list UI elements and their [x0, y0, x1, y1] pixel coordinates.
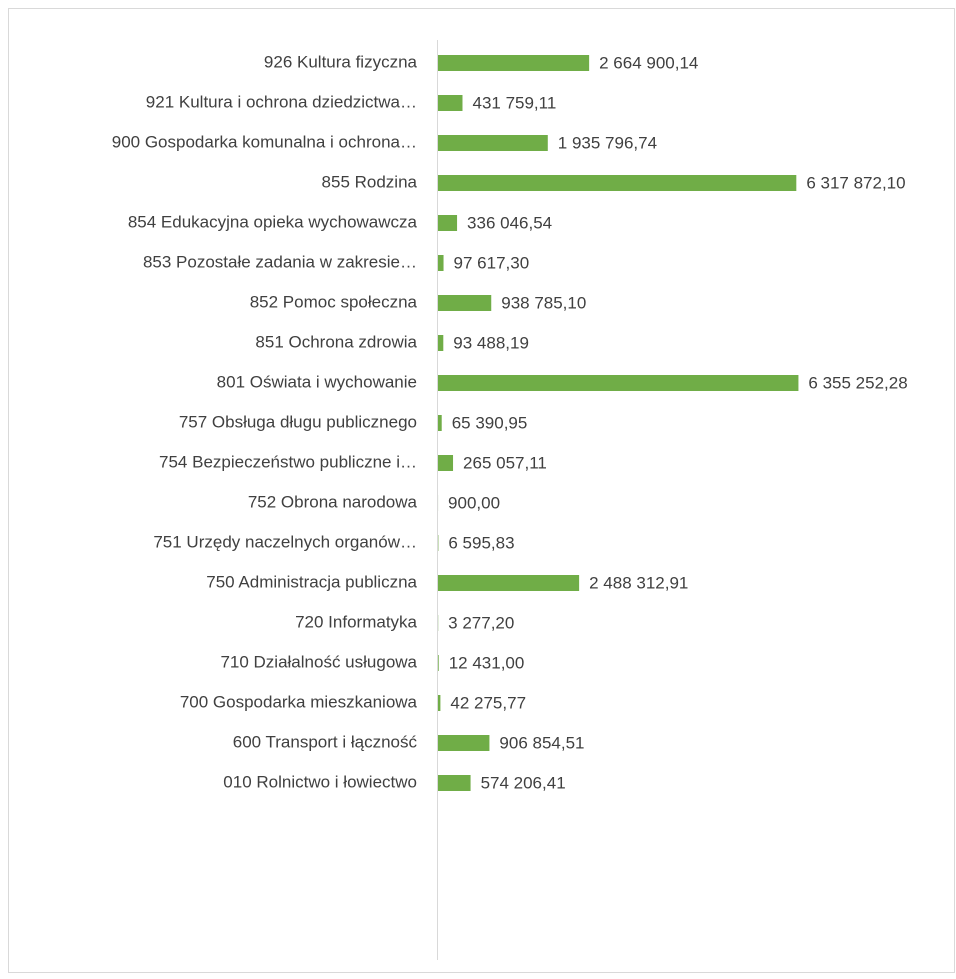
- category-label: 750 Administracja publiczna: [206, 572, 417, 591]
- bar: [438, 455, 453, 471]
- bar: [438, 735, 489, 751]
- bar: [438, 175, 796, 191]
- bar: [438, 95, 462, 111]
- bar: [438, 575, 579, 591]
- category-label: 710 Działalność usługowa: [220, 652, 417, 671]
- category-label: 751 Urzędy naczelnych organów…: [153, 532, 417, 551]
- category-label: 854 Edukacyjna opieka wychowawcza: [128, 212, 418, 231]
- category-label: 720 Informatyka: [295, 612, 417, 631]
- category-label: 752 Obrona narodowa: [248, 492, 418, 511]
- value-label: 65 390,95: [452, 413, 528, 432]
- value-label: 574 206,41: [481, 773, 566, 792]
- category-label: 600 Transport i łączność: [233, 732, 418, 751]
- category-label: 900 Gospodarka komunalna i ochrona…: [112, 132, 417, 151]
- category-label: 921 Kultura i ochrona dziedzictwa…: [146, 92, 417, 111]
- bar: [438, 695, 440, 711]
- value-label: 12 431,00: [449, 653, 525, 672]
- category-label: 926 Kultura fizyczna: [264, 52, 418, 71]
- bar: [438, 335, 443, 351]
- category-label: 801 Oświata i wychowanie: [217, 372, 417, 391]
- category-label: 851 Ochrona zdrowia: [255, 332, 417, 351]
- value-label: 900,00: [448, 493, 500, 512]
- chart-border: [9, 9, 955, 973]
- value-label: 3 277,20: [448, 613, 514, 632]
- category-label: 010 Rolnictwo i łowiectwo: [223, 772, 417, 791]
- bar: [438, 55, 589, 71]
- category-label: 700 Gospodarka mieszkaniowa: [180, 692, 418, 711]
- value-label: 93 488,19: [453, 333, 529, 352]
- value-label: 6 595,83: [448, 533, 514, 552]
- bar: [438, 775, 471, 791]
- bar: [438, 135, 548, 151]
- value-label: 336 046,54: [467, 213, 552, 232]
- value-label: 42 275,77: [450, 693, 526, 712]
- category-label: 757 Obsługa długu publicznego: [179, 412, 417, 431]
- value-label: 2 488 312,91: [589, 573, 688, 592]
- category-label: 852 Pomoc społeczna: [250, 292, 418, 311]
- value-label: 97 617,30: [454, 253, 530, 272]
- value-label: 1 935 796,74: [558, 133, 657, 152]
- value-label: 265 057,11: [463, 453, 547, 472]
- bar: [438, 655, 439, 671]
- category-label: 754 Bezpieczeństwo publiczne i…: [159, 452, 417, 471]
- value-label: 2 664 900,14: [599, 53, 698, 72]
- bar: [438, 295, 491, 311]
- category-label: 855 Rodzina: [322, 172, 418, 191]
- value-label: 906 854,51: [499, 733, 584, 752]
- category-label: 853 Pozostałe zadania w zakresie…: [143, 252, 417, 271]
- value-label: 938 785,10: [501, 293, 586, 312]
- value-label: 6 317 872,10: [806, 173, 905, 192]
- bar: [438, 215, 457, 231]
- value-label: 6 355 252,28: [808, 373, 907, 392]
- bar: [438, 415, 442, 431]
- bar: [438, 255, 444, 271]
- bar: [438, 375, 798, 391]
- value-label: 431 759,11: [472, 93, 556, 112]
